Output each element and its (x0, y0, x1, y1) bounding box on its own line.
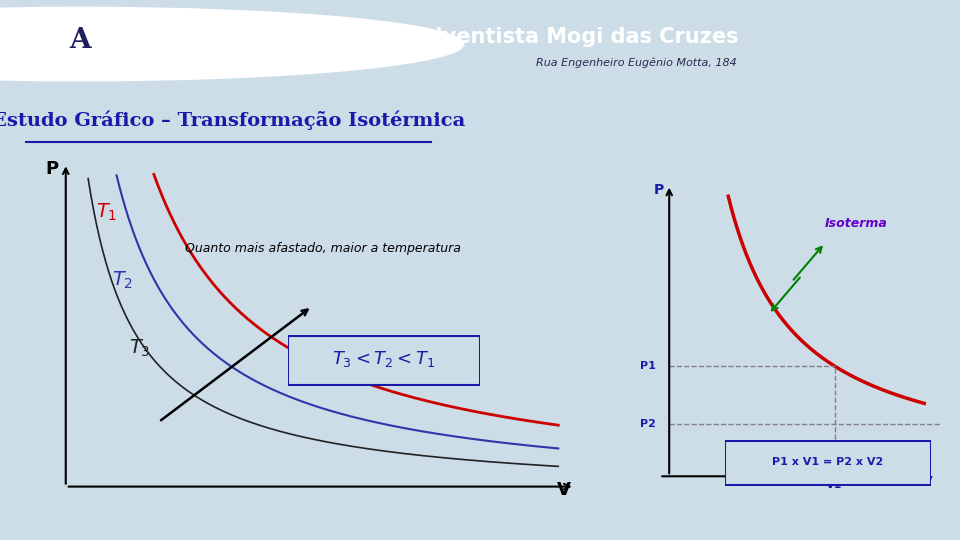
Text: Isoterma: Isoterma (825, 217, 888, 230)
Text: V1: V1 (827, 480, 843, 490)
Text: Rua Engenheiro Eugênio Motta, 184: Rua Engenheiro Eugênio Motta, 184 (536, 57, 737, 68)
Text: P: P (45, 160, 59, 178)
Text: Quanto mais afastado, maior a temperatura: Quanto mais afastado, maior a temperatur… (185, 242, 461, 255)
Text: Colégio Adventista Mogi das Cruzes: Colégio Adventista Mogi das Cruzes (317, 26, 739, 48)
FancyBboxPatch shape (725, 442, 931, 484)
Text: A: A (69, 27, 90, 54)
Text: P1: P1 (640, 361, 656, 371)
Text: V: V (557, 481, 570, 499)
Text: P1 x V1 = P2 x V2: P1 x V1 = P2 x V2 (773, 457, 883, 467)
Text: $T_1$: $T_1$ (96, 202, 117, 223)
Text: P2: P2 (640, 420, 656, 429)
FancyBboxPatch shape (288, 336, 480, 384)
Text: $T_2$: $T_2$ (112, 270, 133, 291)
Text: Estudo Gráfico – Transformação Isotérmica: Estudo Gráfico – Transformação Isotérmic… (0, 110, 466, 130)
Text: P: P (654, 184, 664, 198)
Text: V: V (923, 475, 933, 489)
Circle shape (0, 8, 464, 81)
Text: $T_3$: $T_3$ (129, 338, 150, 359)
Text: $T_3 < T_2 < T_1$: $T_3 < T_2 < T_1$ (332, 349, 436, 369)
